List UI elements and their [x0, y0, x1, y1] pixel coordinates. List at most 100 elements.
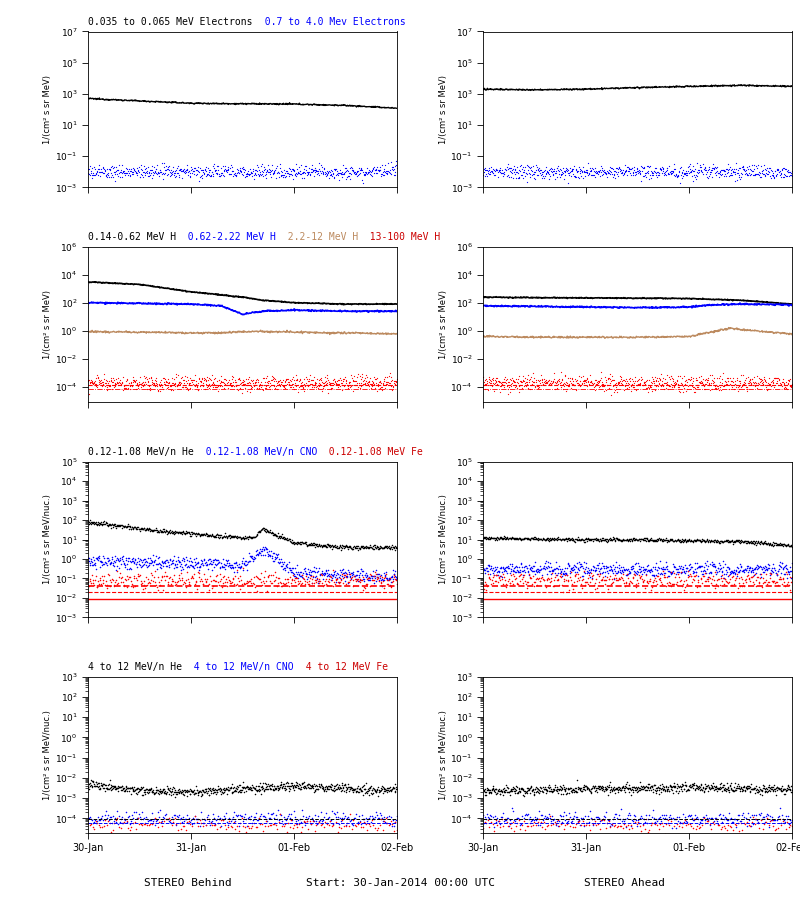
Point	[633, 783, 646, 797]
Point	[132, 807, 145, 822]
Point	[271, 780, 284, 795]
Point	[181, 785, 194, 799]
Point	[142, 787, 154, 801]
Point	[710, 378, 723, 392]
Point	[217, 813, 230, 827]
Point	[573, 166, 586, 180]
Point	[365, 568, 378, 582]
Point	[286, 536, 299, 550]
Point	[482, 161, 495, 176]
Point	[572, 571, 585, 585]
Point	[505, 783, 518, 797]
Point	[622, 565, 635, 580]
Point	[664, 165, 677, 179]
Point	[679, 573, 692, 588]
Point	[617, 779, 630, 794]
Point	[238, 820, 251, 834]
Point	[754, 560, 767, 574]
Point	[362, 165, 374, 179]
Point	[770, 537, 783, 552]
Point	[227, 561, 240, 575]
Point	[224, 814, 237, 829]
Point	[610, 531, 623, 545]
Point	[369, 571, 382, 585]
Point	[332, 576, 345, 590]
Point	[537, 779, 550, 794]
Point	[502, 162, 515, 176]
Point	[568, 372, 581, 386]
Point	[106, 517, 118, 531]
Point	[567, 562, 580, 577]
Point	[370, 539, 383, 554]
Point	[759, 782, 772, 796]
Point	[102, 554, 115, 568]
Point	[495, 784, 508, 798]
Point	[326, 818, 339, 832]
Point	[726, 566, 739, 580]
Point	[756, 562, 769, 576]
Point	[130, 374, 142, 388]
Point	[481, 580, 494, 594]
Point	[106, 160, 119, 175]
Point	[340, 164, 353, 178]
Point	[198, 527, 211, 542]
Point	[483, 566, 496, 580]
Point	[333, 572, 346, 586]
Point	[517, 783, 530, 797]
Y-axis label: 1/(cm² s sr MeV/nuc.): 1/(cm² s sr MeV/nuc.)	[438, 495, 448, 584]
Point	[782, 567, 795, 581]
Point	[610, 555, 622, 570]
Point	[662, 782, 674, 796]
Point	[561, 814, 574, 829]
Point	[110, 164, 122, 178]
Point	[594, 779, 607, 794]
Point	[578, 374, 590, 388]
Point	[531, 578, 544, 592]
Point	[86, 576, 99, 590]
Point	[548, 778, 561, 792]
Point	[619, 533, 632, 547]
Point	[541, 561, 554, 575]
Point	[493, 374, 506, 389]
Point	[573, 814, 586, 828]
Point	[601, 378, 614, 392]
Point	[746, 782, 759, 796]
Point	[298, 536, 311, 551]
Point	[518, 788, 530, 803]
Point	[339, 566, 352, 580]
Point	[181, 370, 194, 384]
Point	[522, 782, 535, 796]
Point	[360, 540, 373, 554]
Point	[277, 530, 290, 544]
Point	[246, 552, 259, 566]
Point	[250, 584, 263, 598]
Point	[534, 375, 546, 390]
Point	[170, 817, 183, 832]
Point	[149, 165, 162, 179]
Point	[521, 531, 534, 545]
Point	[166, 553, 179, 567]
Point	[480, 812, 493, 826]
Point	[94, 517, 106, 531]
Point	[258, 784, 270, 798]
Point	[637, 781, 650, 796]
Point	[617, 163, 630, 177]
Point	[95, 373, 108, 387]
Point	[772, 809, 785, 824]
Point	[683, 378, 696, 392]
Point	[742, 781, 754, 796]
Point	[777, 538, 790, 553]
Point	[723, 535, 736, 549]
Point	[578, 535, 590, 549]
Point	[126, 165, 138, 179]
Point	[762, 562, 775, 576]
Point	[624, 574, 637, 589]
Point	[162, 781, 174, 796]
Point	[594, 782, 606, 796]
Point	[91, 167, 104, 182]
Point	[528, 532, 541, 546]
Point	[728, 567, 741, 581]
Point	[366, 787, 378, 801]
Point	[279, 168, 292, 183]
Point	[709, 782, 722, 796]
